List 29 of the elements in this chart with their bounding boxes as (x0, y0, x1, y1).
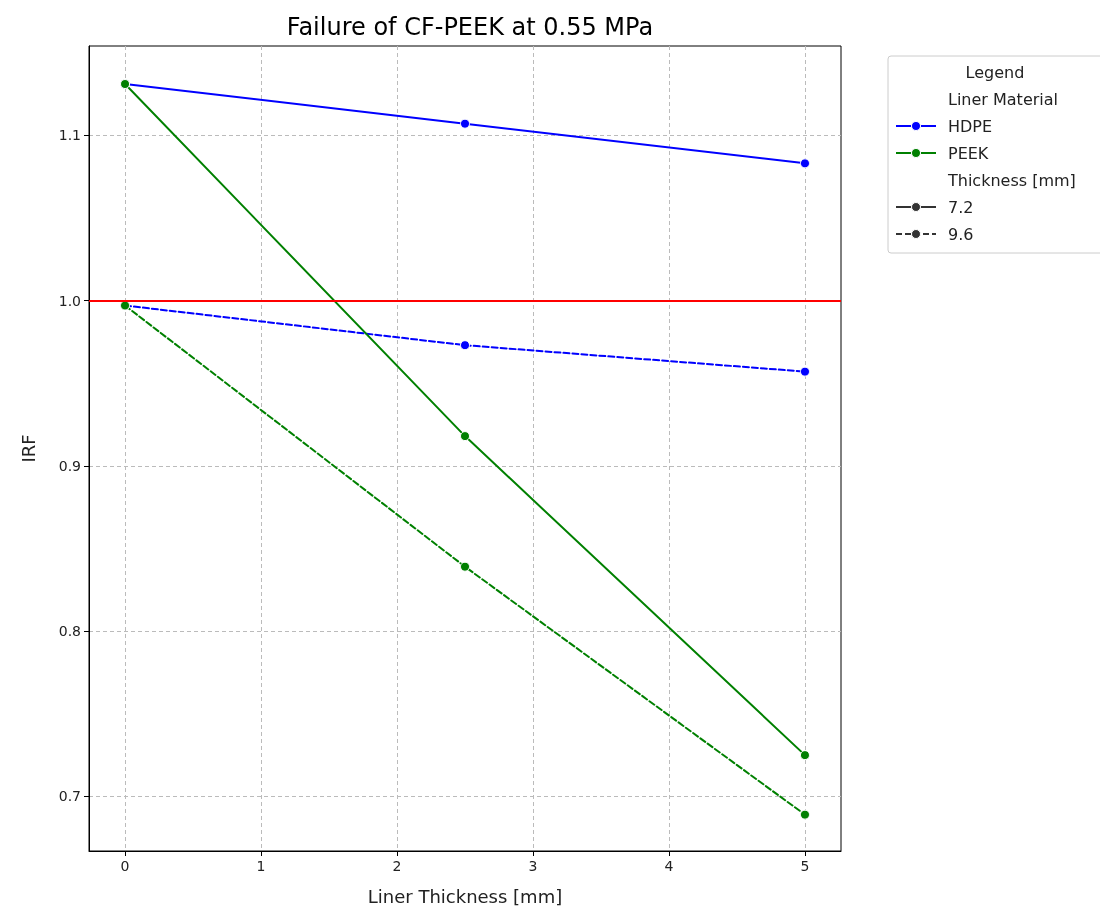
y-tick-label: 0.8 (58, 623, 81, 640)
legend-label: PEEK (948, 143, 989, 163)
x-tick-label: 4 (664, 858, 674, 874)
point (799, 158, 810, 169)
y-tick-label: 0.7 (58, 788, 81, 805)
chart-title: Failure of CF-PEEK at 0.55 MPa (286, 13, 654, 41)
text: 7.2 (948, 197, 974, 217)
point (799, 809, 810, 820)
point (460, 431, 470, 442)
text: 9.6 (948, 224, 974, 244)
legend-title: Legend (965, 62, 1025, 82)
point (460, 118, 470, 129)
y-axis-title: IRF (17, 434, 39, 463)
x-tick-label: 5 (800, 858, 810, 874)
y-tick-label: 1.0 (58, 292, 81, 309)
legend-label: HDPE (948, 116, 993, 136)
x-tick-label: 3 (528, 858, 538, 874)
point (799, 366, 810, 377)
y-tick-label: 1.1 (58, 127, 81, 144)
x-axis-title: Liner Thickness [mm] (367, 885, 563, 907)
point (799, 750, 810, 761)
text: Thickness [mm] (947, 170, 1076, 190)
x-tick-label: 0 (120, 858, 130, 874)
y-tick-label: 0.9 (58, 457, 81, 474)
point (460, 561, 470, 572)
point (460, 340, 470, 351)
x-tick-label: 1 (256, 858, 266, 874)
x-tick-label: 2 (392, 858, 402, 874)
text: Liner Material (948, 89, 1059, 109)
